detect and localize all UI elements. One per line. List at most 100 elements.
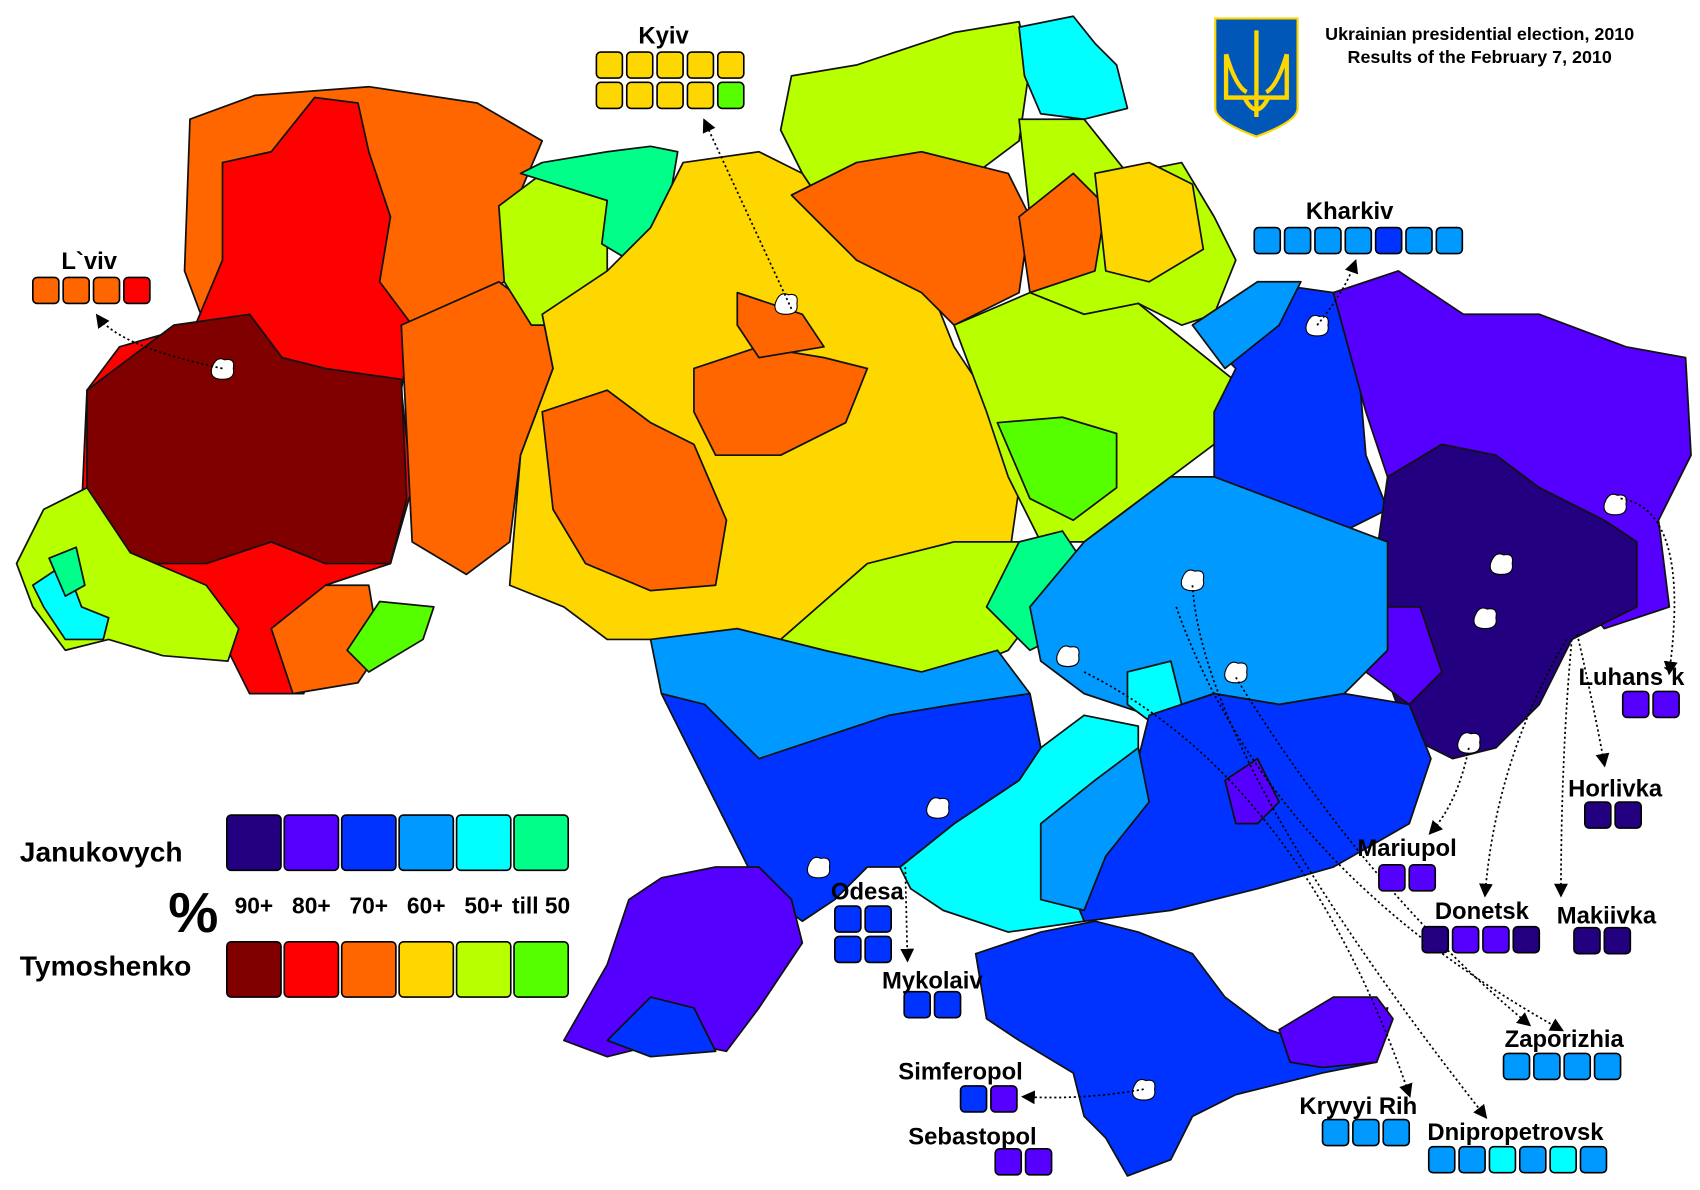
- city-name: Kharkiv: [1306, 198, 1394, 225]
- legend-band-label: 80+: [292, 893, 331, 919]
- result-box: [933, 990, 962, 1019]
- legend-band-label: 50+: [464, 893, 503, 919]
- result-box: [716, 81, 745, 110]
- legend-band-label: 60+: [407, 893, 446, 919]
- map-region: [1018, 172, 1107, 294]
- map-region: [541, 389, 728, 592]
- result-box: [834, 905, 862, 933]
- result-box: [1408, 864, 1437, 892]
- city-name: Kryvyi Rih: [1299, 1093, 1417, 1120]
- map-region: [1278, 996, 1394, 1069]
- result-box: [1488, 1145, 1517, 1174]
- city-name: Horlivka: [1568, 776, 1663, 803]
- map-region: [974, 920, 1389, 1177]
- city-name: Sebastopol: [908, 1123, 1036, 1150]
- city-area: [806, 856, 831, 879]
- legend: Janukovych Tymoshenko % 90+ 80+ 70+ 60+ 50+ t…: [20, 814, 570, 998]
- map-subtitle: Results of the February 7, 2010: [1348, 47, 1612, 67]
- city-label-mykolaiv: Mykolaiv: [882, 967, 983, 1019]
- city-label-makiivka: Makiivka: [1557, 902, 1657, 955]
- result-box: [686, 81, 715, 110]
- result-box: [1621, 690, 1650, 719]
- city-name: Odesa: [831, 879, 905, 906]
- result-box: [994, 1148, 1023, 1176]
- city-area: [926, 797, 950, 819]
- city-label-dnipropetrovsk: Dnipropetrovsk: [1427, 1119, 1608, 1174]
- leader-line: [1316, 259, 1359, 326]
- result-box: [1518, 1145, 1547, 1174]
- result-box: [1502, 1052, 1531, 1081]
- city-label-simferopol: Simferopol: [898, 1058, 1023, 1113]
- city-name: L`viv: [61, 248, 117, 275]
- result-box: [903, 990, 932, 1019]
- legend-tymoshenko-label: Tymoshenko: [20, 949, 192, 981]
- result-box: [595, 51, 624, 79]
- city-label-luhans-k: Luhans`k: [1578, 664, 1685, 719]
- city-label-kharkiv: Kharkiv: [1253, 198, 1464, 255]
- result-box: [625, 51, 654, 79]
- leader-line: [1479, 638, 1568, 898]
- result-box: [1382, 1118, 1411, 1147]
- result-box: [864, 905, 892, 933]
- result-box: [1593, 1052, 1622, 1081]
- result-box: [1314, 226, 1342, 255]
- map-region: [1018, 15, 1129, 121]
- map-region: [996, 416, 1118, 522]
- city-area: [210, 358, 235, 380]
- result-box: [595, 81, 624, 110]
- legend-swatch-tymoshenko: [226, 940, 282, 998]
- city-area: [1305, 314, 1329, 337]
- map-region: [1224, 757, 1281, 825]
- leader-line: [95, 313, 223, 370]
- map-region: [1039, 746, 1150, 912]
- result-box: [656, 81, 684, 110]
- map-region: [779, 20, 1031, 207]
- result-box: [864, 935, 892, 964]
- leader-line: [702, 118, 793, 310]
- result-box: [1451, 925, 1480, 954]
- city-name: Simferopol: [898, 1058, 1022, 1085]
- result-box: [716, 51, 745, 79]
- result-box: [1378, 864, 1406, 892]
- map-region: [1191, 280, 1302, 370]
- legend-swatch-tymoshenko: [340, 940, 397, 998]
- legend-swatch-tymoshenko: [513, 940, 570, 998]
- result-box: [625, 81, 654, 110]
- result-box: [1344, 226, 1373, 255]
- result-box: [1283, 226, 1312, 255]
- result-box: [1512, 925, 1541, 954]
- result-box: [1253, 226, 1282, 255]
- map-title: Ukrainian presidential election, 2010: [1325, 24, 1634, 44]
- legend-swatch-janukovych: [226, 814, 282, 872]
- city-label-zaporizhia: Zaporizhia: [1502, 1026, 1625, 1081]
- leader-line: [1576, 633, 1610, 768]
- legend-swatch-janukovych: [283, 814, 340, 872]
- result-box: [1549, 1145, 1577, 1174]
- legend-swatch-janukovych: [513, 814, 570, 872]
- city-label-donetsk: Donetsk: [1421, 898, 1541, 954]
- leader-line: [900, 867, 915, 963]
- map-region: [606, 996, 717, 1058]
- city-area: [1603, 493, 1627, 516]
- leader-line: [1428, 747, 1470, 835]
- map-regions: [15, 15, 1692, 1177]
- trident-icon: [1223, 30, 1289, 118]
- result-box: [1321, 1118, 1350, 1147]
- map-region: [1094, 161, 1205, 283]
- legend-swatch-tymoshenko: [455, 940, 512, 998]
- city-markers: [210, 293, 1627, 1101]
- city-area: [1457, 732, 1481, 754]
- result-box: [656, 51, 684, 79]
- city-area: [1224, 661, 1248, 684]
- city-name: Mariupol: [1357, 835, 1456, 862]
- map-region: [346, 600, 435, 673]
- result-box: [1563, 1052, 1592, 1081]
- city-area: [1180, 569, 1205, 592]
- city-name: Makiivka: [1557, 902, 1657, 929]
- city-area: [1056, 645, 1080, 668]
- coat-of-arms: [1214, 17, 1299, 138]
- legend-janukovych-label: Janukovych: [20, 836, 183, 868]
- result-box: [1427, 1145, 1456, 1174]
- city-name: Mykolaiv: [882, 967, 983, 994]
- city-label-mariupol: Mariupol: [1357, 835, 1457, 892]
